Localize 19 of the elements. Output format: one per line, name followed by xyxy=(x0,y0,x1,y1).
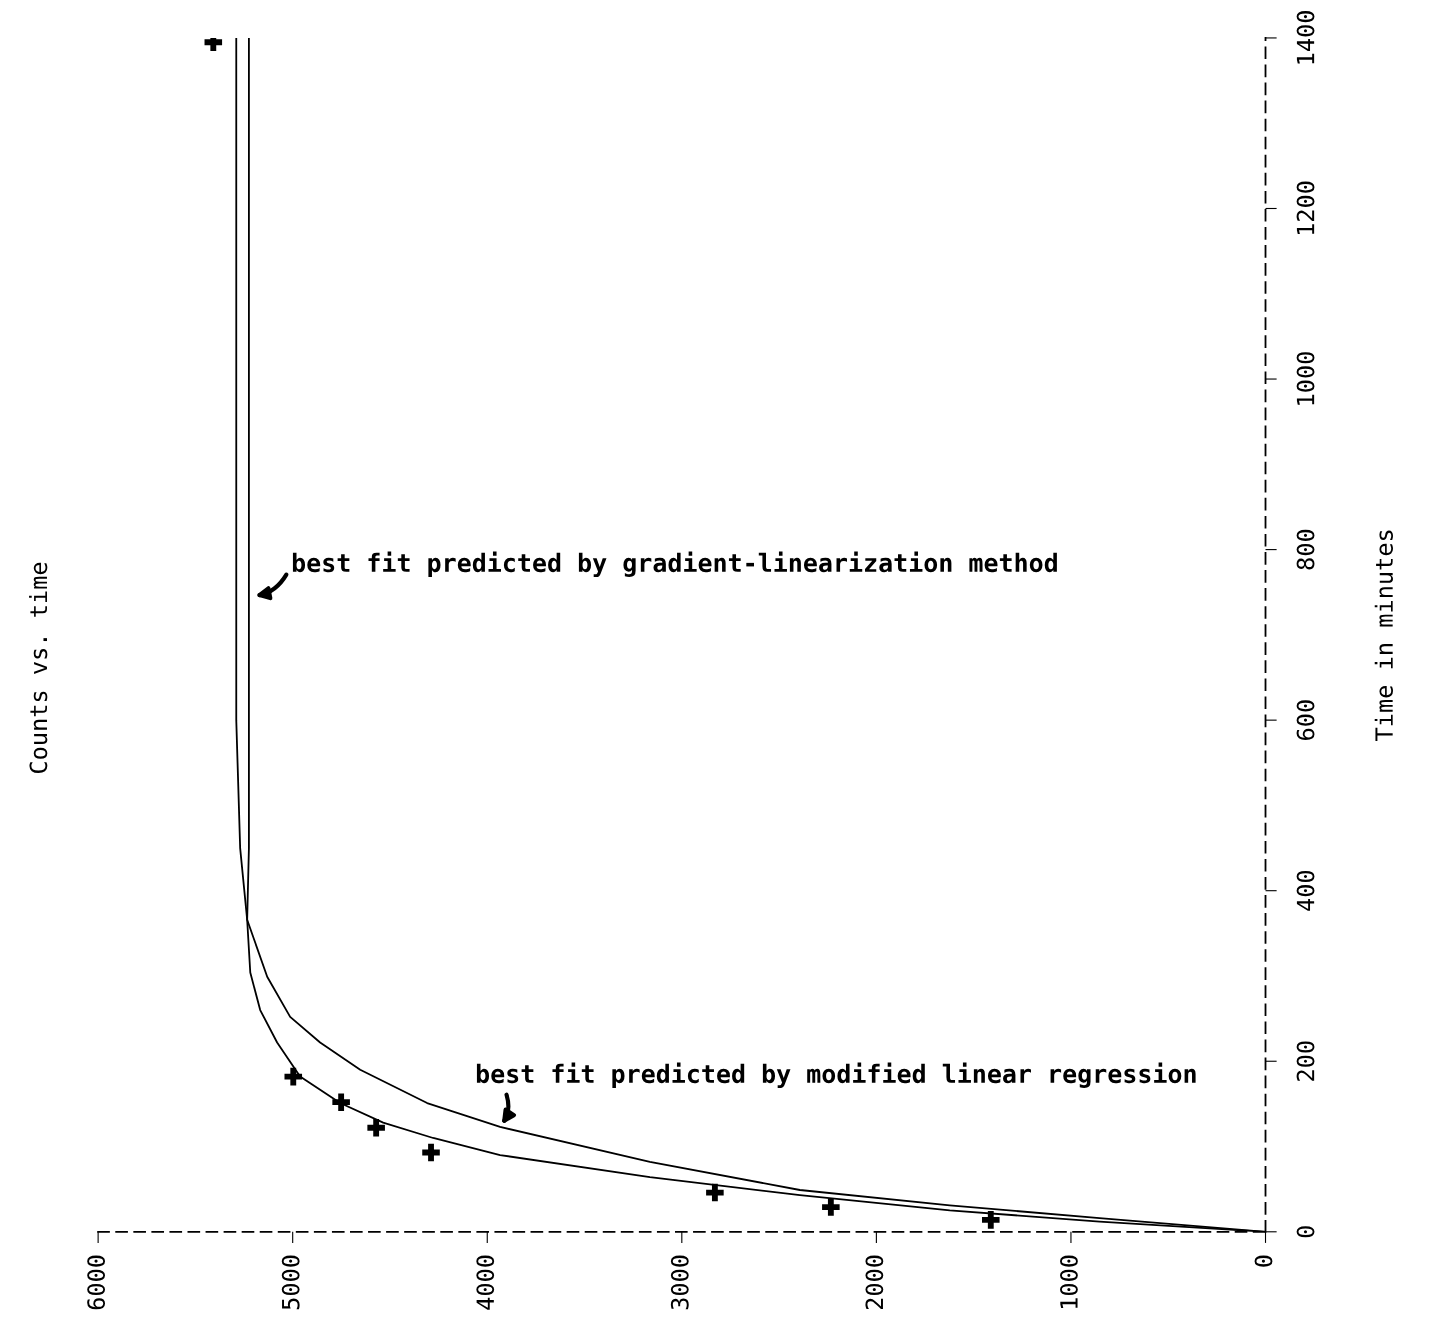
y-tick-label: 1400 xyxy=(1296,11,1315,64)
annotation: best fit predicted by gradient-linearization method xyxy=(292,551,1057,578)
x-tick-label: 0 xyxy=(1254,1255,1273,1267)
x-tick-label: 3000 xyxy=(670,1255,689,1310)
y-tick-label: 800 xyxy=(1296,529,1315,570)
x-tick-label: 1000 xyxy=(1060,1255,1078,1309)
y-tick-label: 600 xyxy=(1296,700,1315,740)
y-tick-label: 0 xyxy=(1296,1226,1315,1238)
y-axis-title: Time in minutes xyxy=(1374,530,1393,741)
y-tick-label: 1200 xyxy=(1296,181,1315,235)
x-tick-label: 2000 xyxy=(865,1255,884,1310)
annotation: best fit predicted by modified linear regression xyxy=(476,1062,1196,1089)
x-tick-label: 4000 xyxy=(476,1255,495,1310)
x-tick-label: 6000 xyxy=(87,1255,106,1310)
x-tick-label: 5000 xyxy=(281,1255,300,1310)
y-tick-label: 200 xyxy=(1296,1041,1315,1081)
y-tick-label: 400 xyxy=(1296,870,1315,911)
text: Counts vs. time xyxy=(29,562,48,774)
y-tick-label: 1000 xyxy=(1296,352,1315,405)
